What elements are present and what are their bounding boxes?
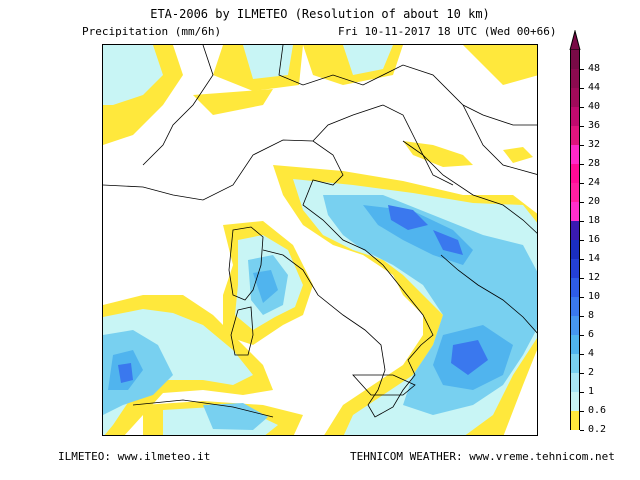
- precip-field-blue-dark: [118, 205, 488, 383]
- legend-swatch: [570, 50, 580, 69]
- legend-swatch: [570, 107, 580, 126]
- legend-label: 32: [588, 139, 601, 150]
- legend-tick: [580, 373, 584, 374]
- legend-label: 36: [588, 120, 601, 131]
- legend-tick: [580, 145, 584, 146]
- precipitation-map: [102, 44, 538, 436]
- legend-tick: [580, 240, 584, 241]
- legend-tick: [580, 259, 584, 260]
- legend-label: 44: [588, 82, 601, 93]
- legend-tick: [580, 297, 584, 298]
- legend-swatch: [570, 373, 580, 392]
- legend-tick: [580, 221, 584, 222]
- legend-label: 40: [588, 101, 601, 112]
- legend-label: 48: [588, 63, 601, 74]
- legend-swatch: [570, 69, 580, 88]
- variable-label: Precipitation (mm/6h): [82, 25, 222, 38]
- legend-swatch: [570, 164, 580, 183]
- legend-tick: [580, 392, 584, 393]
- legend-tick: [580, 202, 584, 203]
- legend-swatch: [570, 354, 580, 373]
- legend-swatch: [570, 221, 580, 240]
- legend-label: 16: [588, 234, 601, 245]
- legend-label: 1: [588, 386, 595, 397]
- legend-label: 0.6: [588, 405, 607, 416]
- legend-swatch: [570, 88, 580, 107]
- legend-tick: [580, 354, 584, 355]
- map-canvas: [103, 45, 537, 435]
- map-title: ETA-2006 by ILMETEO (Resolution of about…: [150, 7, 490, 21]
- legend-label: 8: [588, 310, 595, 321]
- legend-label: 6: [588, 329, 595, 340]
- legend-swatch: [570, 316, 580, 335]
- legend-tick: [580, 69, 584, 70]
- legend-label: 24: [588, 177, 601, 188]
- legend-swatch: [570, 335, 580, 354]
- legend-swatch: [570, 411, 580, 430]
- legend-tick: [580, 88, 584, 89]
- footer-source-left: ILMETEO: www.ilmeteo.it: [58, 450, 211, 463]
- legend-label: 4: [588, 348, 595, 359]
- legend-swatch: [570, 202, 580, 221]
- legend-label: 0.2: [588, 424, 607, 435]
- legend-swatch: [570, 392, 580, 411]
- footer-source-right: TEHNICOM WEATHER: www.vreme.tehnicom.net: [350, 450, 615, 463]
- legend-swatch: [570, 259, 580, 278]
- legend-label: 20: [588, 196, 601, 207]
- legend-tick: [580, 164, 584, 165]
- legend-swatch: [570, 278, 580, 297]
- legend-label: 18: [588, 215, 601, 226]
- legend-tick: [580, 411, 584, 412]
- legend-label: 2: [588, 367, 595, 378]
- legend-tick: [580, 335, 584, 336]
- legend-swatch: [570, 297, 580, 316]
- legend-swatch: [570, 240, 580, 259]
- legend-tick: [580, 278, 584, 279]
- legend-tick: [580, 107, 584, 108]
- legend-label: 10: [588, 291, 601, 302]
- legend-label: 28: [588, 158, 601, 169]
- legend-arrow-cap: [569, 30, 581, 50]
- coastlines: [103, 45, 537, 418]
- legend-label: 14: [588, 253, 601, 264]
- legend-tick: [580, 430, 584, 431]
- legend-label: 12: [588, 272, 601, 283]
- precipitation-legend: 0.2 0.6 1 2 4 6 8 10 12 14 16 18 20 24 28 32 36 40 44 48: [568, 30, 608, 440]
- legend-tick: [580, 316, 584, 317]
- legend-tick: [580, 126, 584, 127]
- legend-swatch: [570, 126, 580, 145]
- legend-tick: [580, 183, 584, 184]
- legend-swatch: [570, 145, 580, 164]
- legend-swatch: [570, 183, 580, 202]
- valid-time-label: Fri 10-11-2017 18 UTC (Wed 00+66): [338, 25, 557, 38]
